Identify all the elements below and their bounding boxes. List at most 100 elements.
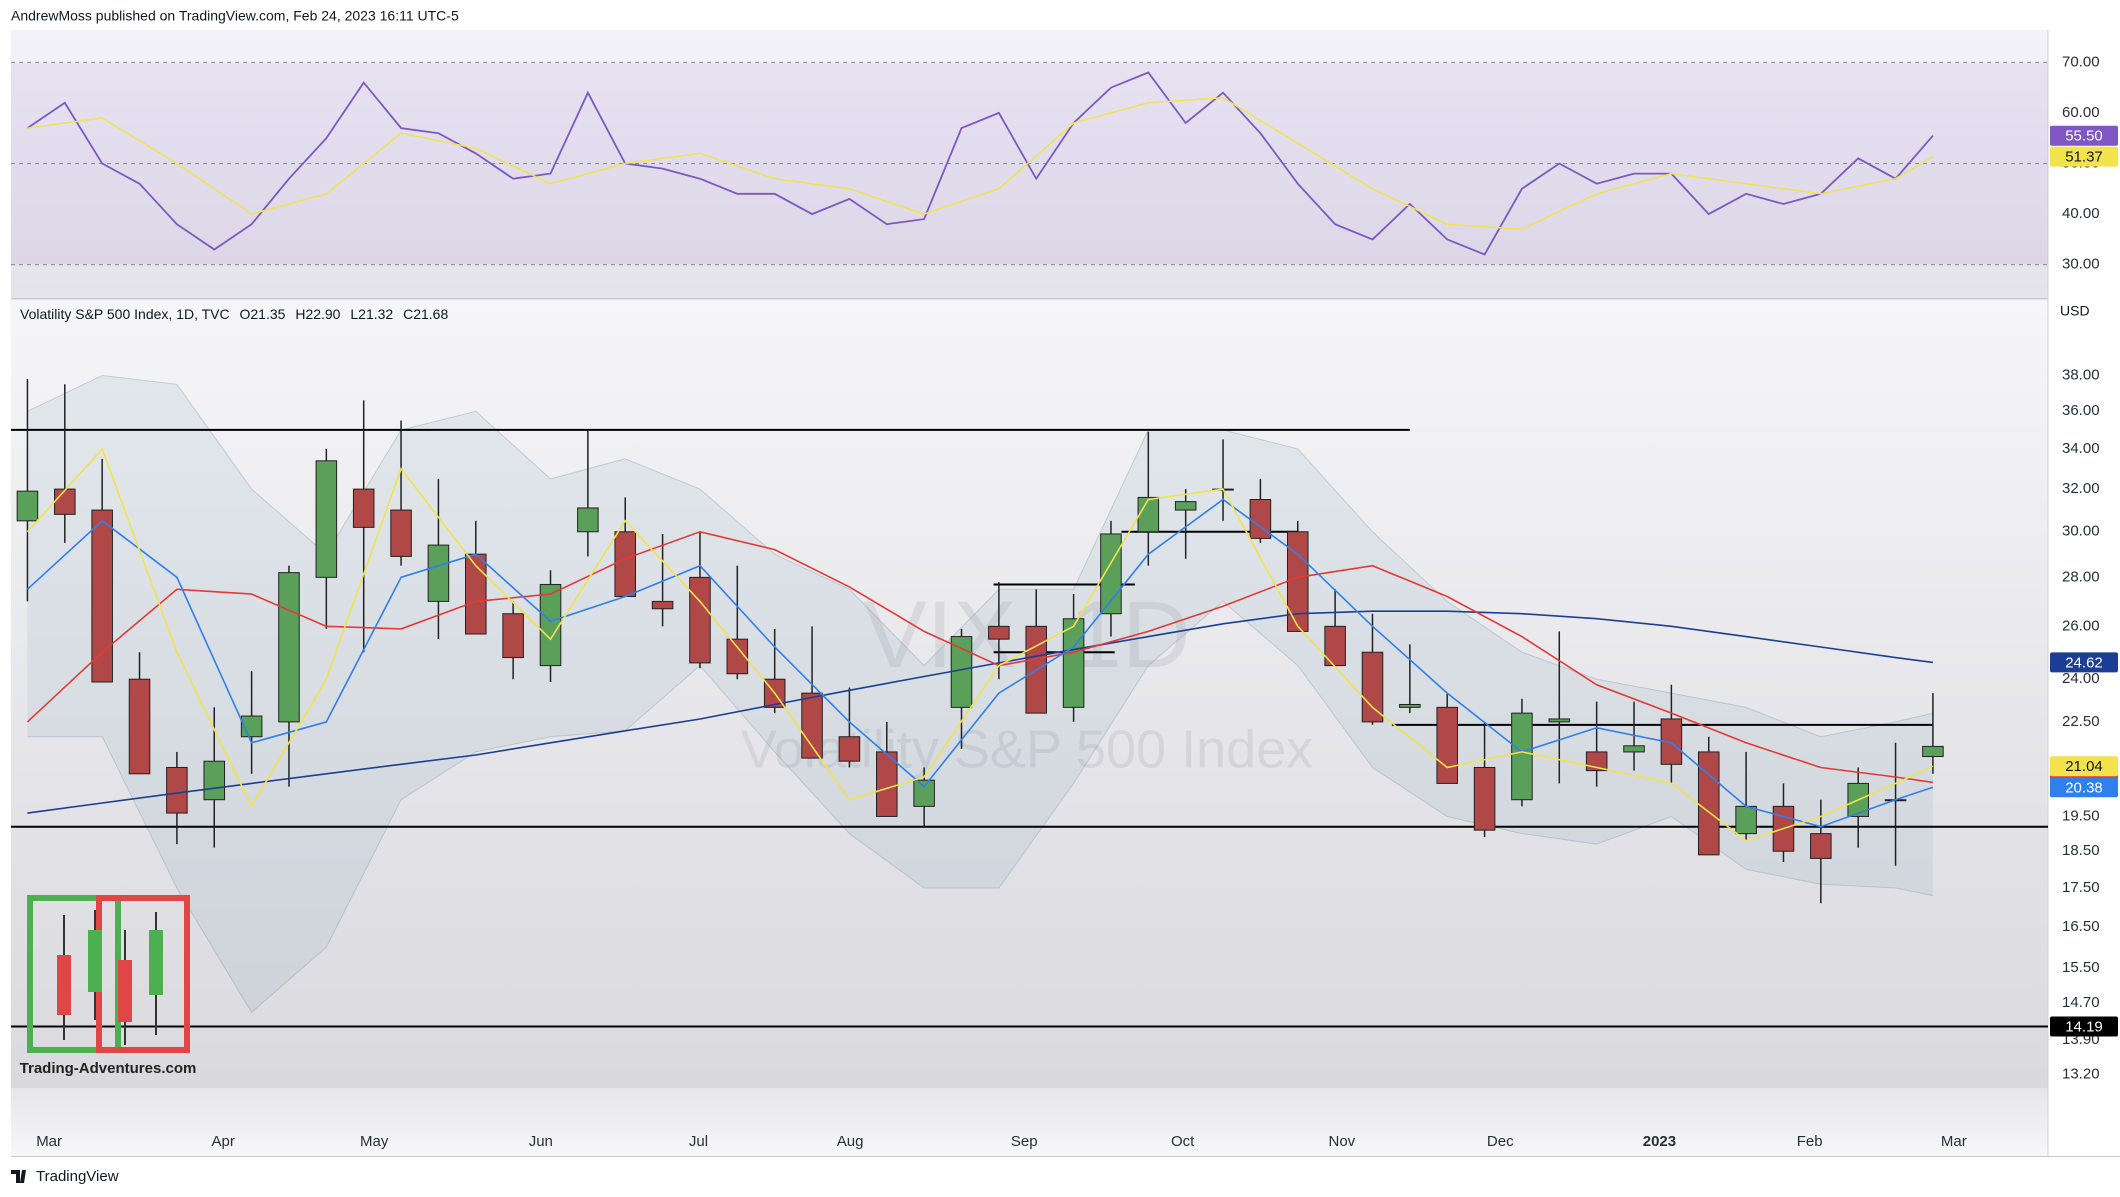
price-tag-box [2050,756,2118,777]
candle-body [1324,625,1346,667]
watermark-name: Volatility S&P 500 Index [741,719,1313,779]
candle-body [1660,718,1683,765]
price-tag-box [2050,146,2118,167]
logo: Trading-Adventures.com [20,895,196,1077]
candle-body [427,544,450,602]
candle-body [16,490,39,522]
legend-low: L21.32 [350,306,393,322]
candle-body [502,613,524,659]
y-tick-label: 15.50 [2062,959,2100,976]
y-tick-label: 28.00 [2062,568,2100,585]
candle-body [539,583,562,667]
publish-header: AndrewMoss published on TradingView.com,… [11,8,459,24]
candle-body [166,766,188,814]
moving-average [26,498,1934,828]
y-tick-label: 14.70 [2062,994,2100,1011]
logo-candle [118,960,132,1022]
x-tick-label: Jul [689,1133,708,1150]
price-tag-box [2050,652,2118,673]
x-tick-label: Mar [36,1133,62,1150]
candle-body [1697,751,1720,856]
x-tick-label: Mar [1941,1133,1967,1150]
rsi-line [26,71,1934,256]
logo-candle [57,955,71,1015]
rsi-layer [11,61,2048,266]
logo-candle [88,930,102,992]
candle-body [91,509,113,683]
rsi-tick-label: 70.00 [2062,53,2100,70]
y-tick-label: 32.00 [2062,480,2100,497]
y-tick-label: 26.00 [2062,617,2100,634]
price-tag-box [2050,1016,2118,1037]
x-tick-label: Sep [1011,1133,1038,1150]
x-tick-label: 2023 [1643,1133,1676,1150]
time-axis-area [11,1088,2048,1156]
candle-body [614,531,637,598]
candle-body [1436,706,1458,784]
candle-body [128,678,151,775]
price-tag: 21.04 [2065,758,2103,775]
candle-body [950,636,973,708]
moving-average [27,610,1934,814]
x-tick-label: Aug [837,1133,864,1150]
x-tick-label: Dec [1487,1133,1514,1150]
candle-body [838,736,861,762]
candle-body [390,509,412,557]
candle-body [278,572,300,723]
candle-body [876,751,898,817]
candle-body [1399,703,1421,708]
legend-high: H22.90 [295,306,340,322]
symbol-legend: Volatility S&P 500 Index, 1D, TVC O21.35… [20,306,448,322]
y-tick-label: 18.50 [2062,842,2100,859]
legend-close: C21.68 [403,306,448,322]
candle-body [203,760,226,801]
candle-body [801,692,823,759]
price-tag: 24.62 [2065,654,2103,671]
y-tick-label: 22.50 [2062,713,2100,730]
candle-body [1137,496,1160,533]
y-tick-label: 38.00 [2062,366,2100,383]
price-tag-box [2050,125,2118,146]
x-tick-label: Apr [212,1133,235,1150]
rsi-line [27,97,1934,230]
candle-body [1286,531,1309,632]
candle-body [689,576,711,664]
x-tick-label: Nov [1329,1133,1356,1150]
y-tick-label: 34.00 [2062,440,2100,457]
y-tick-label: 19.50 [2062,807,2100,824]
price-tag: 55.50 [2065,128,2103,145]
candle-body [1548,718,1571,723]
y-tick-label: 36.00 [2062,402,2100,419]
candle-body [577,507,599,533]
axis-layer: 30.0040.0050.0060.0070.0055.5051.3713.20… [36,53,2118,1150]
candle-body [988,625,1010,640]
price-layer [11,374,2048,1028]
band-line [27,600,1933,1014]
candle-body [54,488,76,515]
footer-brand: TradingView [36,1168,119,1185]
y-tick-label: 30.00 [2062,523,2100,540]
candle-body [1511,712,1533,801]
x-tick-label: Jun [529,1133,553,1150]
price-tag: 51.37 [2065,149,2103,166]
rsi-tick-label: 40.00 [2062,205,2100,222]
tradingview-logo [11,1170,26,1183]
moving-average [26,447,1934,842]
x-tick-label: May [360,1133,389,1150]
candle-body [913,779,935,807]
candle-body [352,488,375,528]
y-tick-label: 13.20 [2062,1065,2100,1082]
candle-body [1174,501,1197,511]
candle-body [1062,618,1085,708]
price-tag-box [2050,777,2118,798]
candle-body [1361,651,1384,723]
candle-body [315,460,338,578]
x-tick-label: Oct [1171,1133,1195,1150]
y-tick-label: 17.50 [2062,879,2100,896]
price-tag: 14.19 [2065,1019,2103,1036]
logo-candle [149,930,163,995]
candle-body [726,638,749,675]
price-tag: 20.38 [2065,779,2103,796]
candle-body [1810,833,1832,859]
